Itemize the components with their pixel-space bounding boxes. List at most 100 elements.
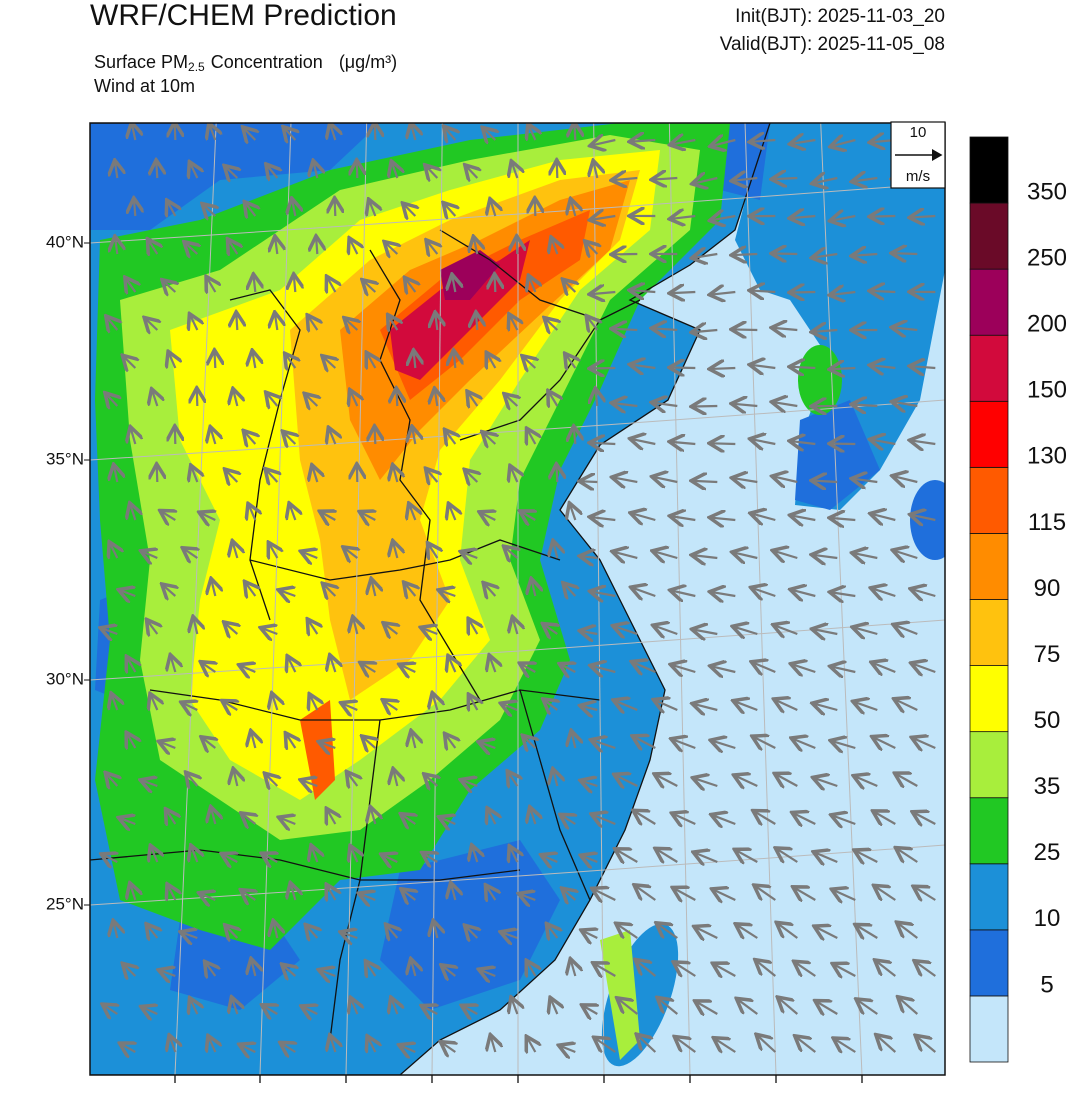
wind-arrow xyxy=(571,201,575,217)
wind-arrow xyxy=(835,1039,856,1052)
wind-arrow xyxy=(654,403,678,406)
wind-arrow xyxy=(694,704,718,710)
wind-arrow xyxy=(711,443,736,444)
subtitle: Surface PM2.5 Concentration (μg/m³) xyxy=(94,52,397,74)
wind-arrow xyxy=(414,352,416,369)
province-border xyxy=(519,689,591,901)
wind-arrow xyxy=(581,556,598,558)
colorbar-label: 5 xyxy=(1040,971,1053,998)
wind-arrow xyxy=(462,552,477,558)
wind-arrow xyxy=(269,544,277,558)
wind-arrow xyxy=(615,626,638,634)
colorbar-label: 115 xyxy=(1028,509,1066,536)
wind-arrow xyxy=(351,847,357,862)
wind-arrow xyxy=(657,849,678,862)
wind-arrow xyxy=(451,885,455,901)
wind-arrow xyxy=(733,254,758,255)
wind-arrow xyxy=(160,742,175,748)
wind-arrow xyxy=(286,355,295,368)
wind-arrow xyxy=(184,549,197,558)
province-border xyxy=(249,539,561,581)
wind-arrow xyxy=(714,890,736,900)
wind-arrow xyxy=(351,391,358,406)
valid-time: Valid(BJT): 2025-11-05_08 xyxy=(720,34,945,55)
latitude-line xyxy=(90,182,945,244)
wind-arrow xyxy=(481,513,495,520)
wind-arrow xyxy=(320,970,335,976)
wind-arrow xyxy=(396,390,397,407)
wind-arrow xyxy=(875,887,896,900)
wind-arrow xyxy=(406,279,416,292)
wind-arrow xyxy=(280,591,296,596)
wind-arrow xyxy=(168,202,176,216)
wind-arrow xyxy=(502,704,517,710)
wind-arrow xyxy=(791,441,816,444)
wind-arrow xyxy=(592,592,616,596)
wind-arrow xyxy=(445,204,456,216)
wind-arrow xyxy=(672,140,696,144)
wind-arrow xyxy=(224,702,238,710)
wind-arrow xyxy=(815,778,838,786)
wind-arrow xyxy=(422,628,437,634)
wind-arrow xyxy=(411,732,415,749)
wind-arrow xyxy=(424,854,438,862)
wind-arrow xyxy=(212,580,216,597)
colorbar-box xyxy=(969,533,1009,600)
wind-arrow xyxy=(210,125,216,140)
wind-arrow xyxy=(617,850,638,862)
colorbar-box xyxy=(969,995,1009,1063)
wind-arrow xyxy=(303,1007,317,1014)
colorbar-box xyxy=(969,797,1009,865)
wind-arrow xyxy=(162,512,176,520)
wind-arrow xyxy=(694,630,718,634)
wind-arrow xyxy=(544,625,557,634)
wind-arrow xyxy=(913,738,936,748)
wind-arrow xyxy=(753,588,776,596)
wind-arrow xyxy=(814,704,838,710)
japan xyxy=(910,480,945,560)
wind-arrow xyxy=(367,354,375,368)
wind-arrow xyxy=(813,330,838,332)
wind-arrow xyxy=(404,205,415,216)
wind-arrow xyxy=(530,809,535,825)
wind-arrow xyxy=(267,470,278,482)
wind-arrow xyxy=(223,855,237,862)
wind-arrow xyxy=(182,933,198,938)
wind-arrow xyxy=(425,775,437,786)
wind-arrow xyxy=(160,971,176,976)
wind-arrow xyxy=(712,741,736,748)
wind-arrow xyxy=(226,167,238,178)
wind-arrow xyxy=(854,479,878,482)
wind-arrow xyxy=(321,512,335,520)
map xyxy=(90,123,945,1075)
wind-arrow xyxy=(736,776,758,786)
wind-arrow xyxy=(134,200,135,217)
wind-arrow xyxy=(241,666,256,672)
wind-arrow xyxy=(307,926,318,938)
wind-arrow xyxy=(673,739,696,748)
colorbar-box xyxy=(969,731,1009,799)
wind-arrow xyxy=(672,591,696,596)
wind-arrow xyxy=(443,966,456,976)
wind-arrow xyxy=(151,695,157,710)
wind-arrow xyxy=(795,963,816,976)
wind-arrow xyxy=(758,1036,777,1053)
wind-arrow xyxy=(474,238,477,255)
wind-arrow xyxy=(246,203,256,216)
wind-arrow xyxy=(853,404,878,406)
wind-arrow xyxy=(528,430,536,444)
wind-arrow xyxy=(814,555,838,558)
wind-arrow xyxy=(733,178,758,181)
wind-arrow xyxy=(791,216,816,218)
wind-arrow xyxy=(756,886,776,900)
wind-arrow xyxy=(529,125,536,140)
wind-arrow xyxy=(427,241,437,254)
wind-arrow xyxy=(671,216,696,219)
wind-arrow xyxy=(696,927,718,938)
wind-arrow xyxy=(752,514,776,520)
wind-arrow xyxy=(244,129,255,140)
wind-arrow xyxy=(532,580,536,597)
wind-arrow xyxy=(251,960,255,977)
wind-arrow xyxy=(582,706,598,710)
wind-arrow xyxy=(151,847,157,862)
